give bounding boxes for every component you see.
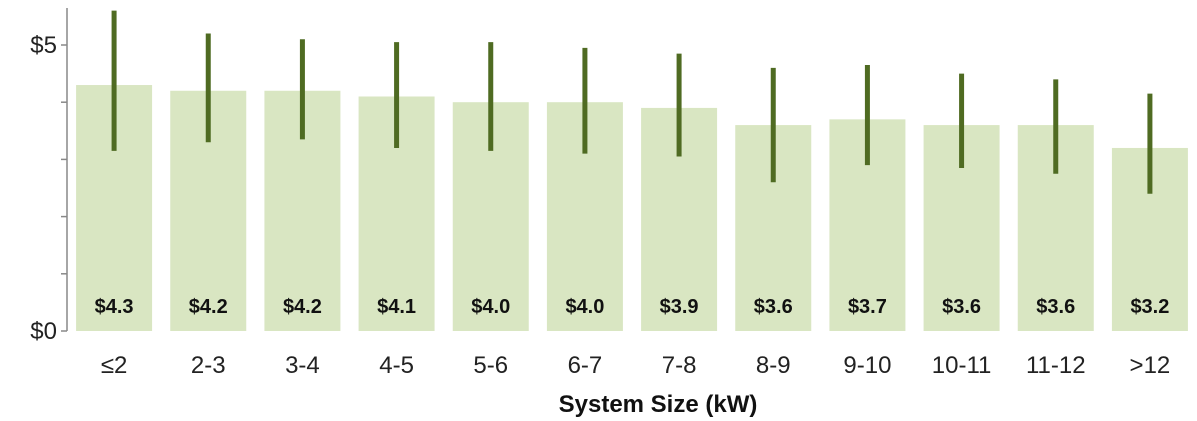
data-labels-group: $4.3 $4.2 $4.2 $4.1 $4.0 $4.0 $3.9 $3.6 $3.7 $3.6… [95,296,1170,318]
category-label-9-10: 9-10 [843,352,891,379]
category-label-2-3: 2-3 [191,352,226,379]
y-tick-label-0: $0 [30,318,57,345]
data-label->12: $3.2 [1130,296,1169,318]
category-label-3-4: 3-4 [285,352,320,379]
data-label-2-3: $4.2 [189,296,228,318]
category-label-5-6: 5-6 [473,352,508,379]
data-label-7-8: $3.9 [660,296,699,318]
category-label-4-5: 4-5 [379,352,414,379]
category-label->12: >12 [1130,352,1171,379]
category-label-7-8: 7-8 [662,352,697,379]
category-label-10-11: 10-11 [932,352,992,379]
data-label-8-9: $3.6 [754,296,793,318]
category-label-8-9: 8-9 [756,352,791,379]
x-axis-labels: ≤2 2-3 3-4 4-5 5-6 6-7 7-8 8-9 9-10 10-11 11-12 >12 [101,352,1170,379]
bars-group [76,85,1188,331]
data-label-4-5: $4.1 [377,296,416,318]
category-label-≤2: ≤2 [101,352,128,379]
data-label-11-12: $3.6 [1036,296,1075,318]
data-label-9-10: $3.7 [848,296,887,318]
y-axis: $0 $5 [30,8,68,345]
error-bars-group [111,10,1153,194]
data-label-≤2: $4.3 [95,296,134,318]
data-label-10-11: $3.6 [942,296,981,318]
category-label-6-7: 6-7 [568,352,603,379]
x-axis-title: System Size (kW) [559,391,758,418]
data-label-3-4: $4.2 [283,296,322,318]
data-label-6-7: $4.0 [565,296,604,318]
data-label-5-6: $4.0 [471,296,510,318]
category-label-11-12: 11-12 [1026,352,1086,379]
y-tick-label-5: $5 [30,32,57,59]
